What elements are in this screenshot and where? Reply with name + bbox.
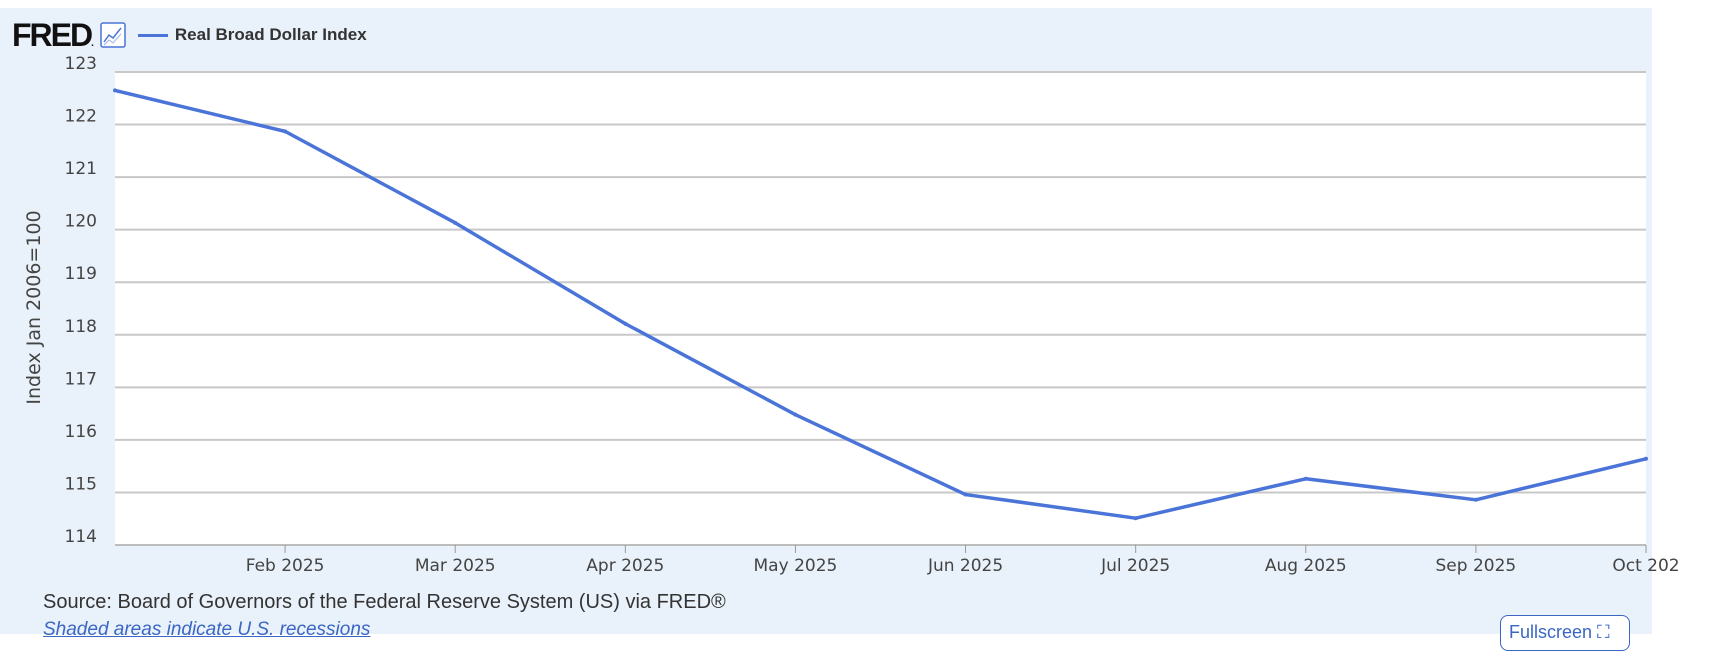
y-tick-label: 118 bbox=[65, 317, 97, 337]
y-tick-label: 115 bbox=[65, 474, 97, 494]
y-tick-label: 120 bbox=[65, 212, 97, 232]
legend-label[interactable]: Real Broad Dollar Index bbox=[174, 25, 367, 44]
x-tick-label: Jul 2025 bbox=[1100, 556, 1170, 576]
x-tick-label: Oct 202 bbox=[1612, 556, 1679, 576]
x-tick-label: Apr 2025 bbox=[586, 556, 664, 576]
data-point[interactable] bbox=[1303, 476, 1308, 481]
x-tick-label: Jun 2025 bbox=[927, 556, 1003, 576]
fred-logo-dot: . bbox=[91, 38, 94, 49]
fred-logo-text: FRED bbox=[12, 17, 93, 53]
data-point[interactable] bbox=[283, 129, 288, 134]
data-point[interactable] bbox=[113, 88, 117, 93]
x-tick-label: Mar 2025 bbox=[415, 556, 496, 576]
chart-header: FRED. Real Broad Dollar Index bbox=[12, 19, 367, 51]
data-point[interactable] bbox=[1644, 456, 1648, 461]
y-axis-label: Index Jan 2006=100 bbox=[23, 210, 45, 404]
data-point[interactable] bbox=[1133, 516, 1138, 521]
data-point[interactable] bbox=[1473, 497, 1478, 502]
source-note: Source: Board of Governors of the Federa… bbox=[43, 591, 726, 613]
data-point[interactable] bbox=[453, 220, 458, 225]
y-tick-label: 114 bbox=[65, 527, 97, 547]
y-tick-label: 123 bbox=[65, 54, 97, 74]
legend-swatch bbox=[137, 33, 168, 37]
data-point[interactable] bbox=[793, 412, 798, 417]
x-tick-label: Sep 2025 bbox=[1436, 556, 1517, 576]
series-line[interactable] bbox=[114, 88, 1647, 520]
fullscreen-button[interactable]: Fullscreen ⛶ bbox=[1500, 615, 1630, 651]
line-chart-icon[interactable] bbox=[100, 22, 126, 48]
y-tick-label: 117 bbox=[65, 369, 97, 389]
plot-area bbox=[115, 72, 1646, 545]
x-tick-label: Feb 2025 bbox=[246, 556, 325, 576]
y-tick-label: 119 bbox=[65, 264, 97, 284]
y-tick-label: 116 bbox=[65, 422, 97, 442]
x-tick-label: Aug 2025 bbox=[1265, 556, 1347, 576]
chart-svg: 114 115 116 117 118 119 120 121 122 123 Feb 2025 M… bbox=[23, 54, 1680, 576]
x-tick-label: May 2025 bbox=[754, 556, 838, 576]
recession-link[interactable]: Shaded areas indicate U.S. recessions bbox=[43, 619, 371, 640]
y-tick-label: 121 bbox=[65, 159, 97, 179]
data-point[interactable] bbox=[963, 492, 968, 497]
data-point[interactable] bbox=[623, 321, 628, 326]
y-tick-label: 122 bbox=[65, 107, 97, 127]
fred-logo[interactable]: FRED. bbox=[12, 19, 94, 51]
